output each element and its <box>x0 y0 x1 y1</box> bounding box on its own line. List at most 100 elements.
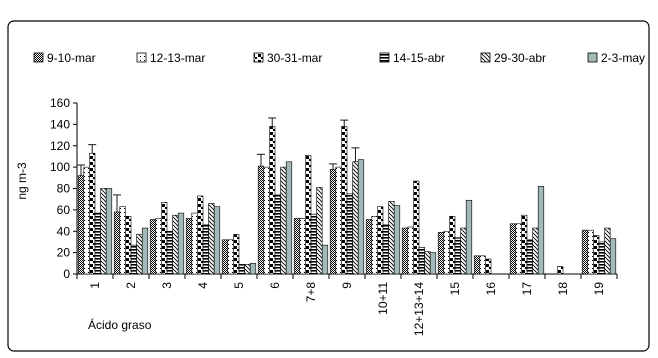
bar-14-15-abr-cat-9 <box>346 193 353 275</box>
bar-14-15-abr-cat-4 <box>202 224 209 275</box>
bar-29-30-abr-cat-10-11 <box>388 201 395 275</box>
bar-9-10-mar-cat-2 <box>113 211 121 275</box>
bar-12-13-mar-cat-2 <box>119 206 126 275</box>
bar-9-10-mar-cat-5 <box>221 239 229 275</box>
bar-9-10-mar-cat-15 <box>437 232 445 275</box>
bar-29-30-abr-cat-19 <box>604 227 611 275</box>
bar-2-3-may-cat-10-11 <box>393 205 401 275</box>
bar-2-3-may-cat-2 <box>141 227 149 275</box>
bar-30-31-mar-cat-12-13-14 <box>413 180 420 275</box>
legend-swatch <box>480 52 491 63</box>
bar-12-13-mar-cat-4 <box>191 212 198 275</box>
legend-label: 14-15-abr <box>393 51 445 65</box>
bar-30-31-mar-cat-19 <box>593 235 600 275</box>
legend-swatch <box>136 52 147 63</box>
bar-30-31-mar-cat-10-11 <box>377 206 384 275</box>
bar-30-31-mar-cat-15 <box>449 215 456 275</box>
bar-30-31-mar-cat-1 <box>89 152 96 275</box>
bar-9-10-mar-cat-4 <box>185 218 193 275</box>
bar-29-30-abr-cat-1 <box>100 188 107 275</box>
bar-29-30-abr-cat-5 <box>244 264 251 275</box>
y-axis-label: ng m-3 <box>15 162 29 200</box>
bar-29-30-abr-cat-6 <box>280 166 287 275</box>
bar-12-13-mar-cat-16 <box>479 255 486 275</box>
bar-14-15-abr-cat-7-8 <box>310 213 317 275</box>
x-tick-label: 3 <box>160 282 174 289</box>
x-tick-label: 5 <box>232 282 246 289</box>
y-tick-label: 20 <box>57 246 71 260</box>
bar-2-3-may-cat-17 <box>537 186 545 275</box>
legend-label: 30-31-mar <box>267 51 322 65</box>
bar-9-10-mar-cat-17 <box>509 223 517 275</box>
bar-9-10-mar-cat-19 <box>581 229 589 275</box>
legend-item-14-15-abr: 14-15-abr <box>379 51 445 65</box>
bar-29-30-abr-cat-9 <box>352 161 359 275</box>
bar-12-13-mar-cat-17 <box>515 223 522 275</box>
y-tick-label: 0 <box>63 267 70 281</box>
bar-2-3-may-cat-15 <box>465 199 473 275</box>
x-tick-label: 1 <box>88 282 102 289</box>
bar-12-13-mar-cat-3 <box>155 218 162 275</box>
bar-29-30-abr-cat-15 <box>460 227 467 275</box>
bar-2-3-may-cat-7-8 <box>321 244 329 275</box>
y-tick-label: 80 <box>57 182 71 196</box>
y-tick-label: 160 <box>50 96 70 110</box>
bar-14-15-abr-cat-10-11 <box>382 224 389 275</box>
bar-30-31-mar-cat-5 <box>233 234 240 275</box>
x-axis-label: Ácido graso <box>88 317 152 332</box>
legend-item-9-10-mar: 9-10-mar <box>33 51 96 65</box>
legend-label: 29-30-abr <box>494 51 546 65</box>
x-tick-label: 15 <box>448 282 462 296</box>
bar-14-15-abr-cat-3 <box>166 230 173 275</box>
legend-swatch <box>379 52 390 63</box>
y-tick-label: 100 <box>50 160 70 174</box>
bar-2-3-may-cat-6 <box>285 161 293 275</box>
bar-14-15-abr-cat-19 <box>598 241 605 275</box>
legend: 9-10-mar 12-13-mar 30-31-mar 14-15-abr 29-30… <box>33 51 645 65</box>
x-tick-label: 17 <box>520 282 534 296</box>
bar-9-10-mar-cat-7-8 <box>293 218 301 275</box>
bar-12-13-mar-cat-1 <box>83 166 90 275</box>
bar-2-3-may-cat-4 <box>213 206 221 275</box>
bar-14-15-abr-cat-5 <box>238 264 245 275</box>
legend-swatch <box>33 52 44 63</box>
bar-30-31-mar-cat-9 <box>341 126 348 275</box>
bar-14-15-abr-cat-6 <box>274 194 281 275</box>
y-tick-label: 120 <box>50 139 70 153</box>
bar-12-13-mar-cat-12-13-14 <box>407 226 414 275</box>
y-tick-label: 60 <box>57 203 71 217</box>
bar-9-10-mar-cat-12-13-14 <box>401 227 409 275</box>
plot-area: 0 20 40 60 80 100 120 140 160 1 2 3 4 5 6 7+8 9 10+11 12+1… <box>50 96 618 336</box>
bar-29-30-abr-cat-3 <box>172 214 179 275</box>
bar-12-13-mar-cat-5 <box>227 239 234 275</box>
x-tick-label: 16 <box>484 282 498 296</box>
bar-12-13-mar-cat-7-8 <box>299 218 306 275</box>
x-tick-label: 18 <box>556 282 570 296</box>
x-tick-label: 9 <box>340 282 354 289</box>
legend-item-12-13-mar: 12-13-mar <box>136 51 205 65</box>
legend-item-2-3-may: 2-3-may <box>587 51 645 65</box>
bar-2-3-may-cat-12-13-14 <box>429 252 437 275</box>
bar-14-15-abr-cat-1 <box>94 212 101 275</box>
bar-29-30-abr-cat-7-8 <box>316 187 323 275</box>
legend-label: 9-10-mar <box>47 51 96 65</box>
bar-12-13-mar-cat-19 <box>587 229 594 275</box>
legend-item-30-31-mar: 30-31-mar <box>253 51 322 65</box>
bar-2-3-may-cat-9 <box>357 159 365 275</box>
bar-30-31-mar-cat-4 <box>197 195 204 275</box>
legend-swatch <box>587 52 598 63</box>
legend-label: 12-13-mar <box>150 51 205 65</box>
chart-border <box>7 20 650 352</box>
bar-12-13-mar-cat-6 <box>263 166 270 275</box>
bar-14-15-abr-cat-15 <box>454 237 461 275</box>
bar-12-13-mar-cat-9 <box>335 166 342 275</box>
bar-30-31-mar-cat-2 <box>125 215 132 275</box>
bar-9-10-mar-cat-3 <box>149 219 157 275</box>
bar-9-10-mar-cat-9 <box>329 168 337 275</box>
bar-9-10-mar-cat-10-11 <box>365 219 373 275</box>
bar-30-31-mar-cat-7-8 <box>305 155 312 275</box>
bar-30-31-mar-cat-6 <box>269 126 276 275</box>
bar-14-15-abr-cat-12-13-14 <box>418 246 425 275</box>
legend-item-29-30-abr: 29-30-abr <box>480 51 546 65</box>
